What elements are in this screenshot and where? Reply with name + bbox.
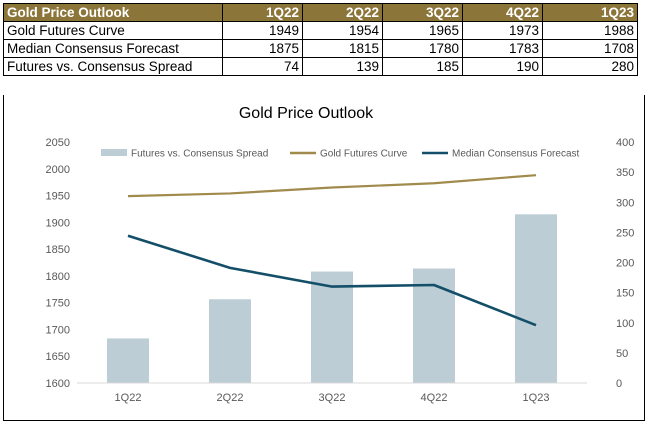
x-axis: 1Q22 2Q22 3Q22 4Q22 1Q23 [115, 392, 550, 404]
legend-swatch-futures-vs-consensus-spread [101, 149, 127, 156]
table-header-row: Gold Price Outlook 1Q22 2Q22 3Q22 4Q22 1… [3, 3, 638, 22]
left-axis: 1600 1650 1700 1750 1800 1850 1900 1950 2000 2050 [46, 137, 70, 390]
x-tick-label: 1Q22 [115, 392, 142, 404]
table-cell: 139 [302, 57, 383, 76]
row-label: Futures vs. Consensus Spread [3, 57, 223, 76]
bar-1Q23 [515, 214, 557, 383]
x-tick-label: 1Q23 [523, 392, 550, 404]
table-cell: 1949 [222, 21, 303, 40]
table-cell: 1965 [382, 21, 463, 40]
bar-1Q22 [107, 338, 149, 383]
right-tick-label: 50 [616, 348, 628, 360]
left-tick-label: 1600 [46, 378, 70, 390]
legend-label-futures-vs-consensus-spread: Futures vs. Consensus Spread [131, 149, 268, 160]
bar-4Q22 [413, 268, 455, 383]
table-cell: 74 [222, 57, 303, 76]
table-cell: 1973 [462, 21, 543, 40]
table-header-3q22: 3Q22 [382, 3, 463, 22]
right-tick-label: 200 [616, 258, 634, 270]
right-tick-label: 250 [616, 227, 634, 239]
left-tick-label: 1800 [46, 271, 70, 283]
bar-series [77, 214, 587, 384]
line-series [127, 174, 537, 327]
right-tick-label: 350 [616, 167, 634, 179]
x-tick-label: 2Q22 [217, 392, 244, 404]
table-cell: 280 [542, 57, 638, 76]
bar-2Q22 [209, 299, 251, 383]
table-cell: 190 [462, 57, 543, 76]
legend-label-median-consensus-forecast: Median Consensus Forecast [452, 149, 580, 160]
table-cell: 1780 [382, 39, 463, 58]
combo-chart: Gold Price Outlook Futures vs. Consensus… [46, 105, 635, 404]
right-axis: 0 50 100 150 200 250 300 350 400 [616, 137, 634, 390]
left-tick-label: 1750 [46, 298, 70, 310]
chart-legend: Futures vs. Consensus Spread Gold Futures… [101, 149, 580, 160]
table-header-4q22: 4Q22 [462, 3, 543, 22]
data-table: Gold Price Outlook 1Q22 2Q22 3Q22 4Q22 1… [3, 3, 638, 76]
left-tick-label: 1850 [46, 244, 70, 256]
right-tick-label: 150 [616, 288, 634, 300]
right-tick-label: 400 [616, 137, 634, 149]
table-cell: 1875 [222, 39, 303, 58]
table-header-1q23: 1Q23 [542, 3, 638, 22]
table-cell: 1708 [542, 39, 638, 58]
left-tick-label: 1900 [46, 217, 70, 229]
line-median-consensus-forecast [127, 234, 537, 327]
table-header-1q22: 1Q22 [222, 3, 303, 22]
table-row: Futures vs. Consensus Spread 74 139 185 … [3, 57, 638, 76]
table-header-title: Gold Price Outlook [3, 3, 223, 22]
table-cell: 1988 [542, 21, 638, 40]
line-gold-futures-curve [127, 174, 537, 198]
right-tick-label: 0 [616, 378, 622, 390]
row-label: Gold Futures Curve [3, 21, 223, 40]
row-label: Median Consensus Forecast [3, 39, 223, 58]
right-tick-label: 100 [616, 318, 634, 330]
left-tick-label: 1700 [46, 324, 70, 336]
chart-panel: Gold Price Outlook Futures vs. Consensus… [3, 95, 645, 421]
table-row: Median Consensus Forecast 1875 1815 1780… [3, 39, 638, 58]
chart-title: Gold Price Outlook [239, 105, 374, 122]
right-tick-label: 300 [616, 197, 634, 209]
table-cell: 1815 [302, 39, 383, 58]
table-cell: 185 [382, 57, 463, 76]
bar-3Q22 [311, 271, 353, 383]
table-cell: 1783 [462, 39, 543, 58]
table-row: Gold Futures Curve 1949 1954 1965 1973 1… [3, 21, 638, 40]
x-tick-label: 3Q22 [319, 392, 346, 404]
left-tick-label: 1650 [46, 351, 70, 363]
left-tick-label: 2050 [46, 137, 70, 149]
table-cell: 1954 [302, 21, 383, 40]
table-header-2q22: 2Q22 [302, 3, 383, 22]
x-tick-label: 4Q22 [421, 392, 448, 404]
legend-label-gold-futures-curve: Gold Futures Curve [320, 149, 408, 160]
left-tick-label: 1950 [46, 191, 70, 203]
left-tick-label: 2000 [46, 164, 70, 176]
